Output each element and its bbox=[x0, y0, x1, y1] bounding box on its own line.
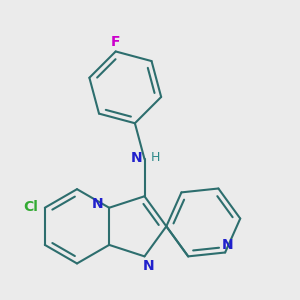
Text: N: N bbox=[142, 259, 154, 273]
Text: N: N bbox=[92, 197, 103, 211]
Text: H: H bbox=[151, 151, 160, 164]
Text: F: F bbox=[111, 35, 120, 49]
Text: N: N bbox=[222, 238, 233, 252]
Text: Cl: Cl bbox=[23, 200, 38, 214]
Text: N: N bbox=[131, 151, 143, 165]
